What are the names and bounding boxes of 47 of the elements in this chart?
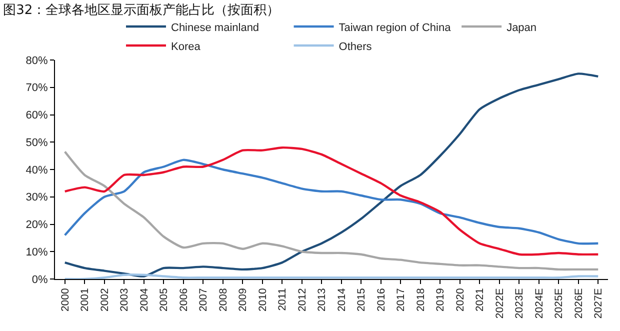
x-tick-label: 2013 (316, 288, 328, 312)
x-tick-label: 2008 (217, 288, 230, 312)
y-tick-label: 70% (26, 82, 48, 94)
y-tick-label: 0% (32, 274, 48, 286)
legend-label: Chinese mainland (171, 22, 260, 34)
x-tick-label: 2015 (356, 288, 368, 312)
x-tick-label: 2020 (454, 288, 466, 312)
x-tick-label: 2000 (59, 288, 72, 312)
x-tick-label: 2001 (79, 288, 92, 312)
line-series (64, 158, 600, 245)
y-tick-label: 10% (26, 246, 48, 258)
y-tick-label: 50% (26, 136, 48, 149)
line-series (64, 146, 600, 256)
x-tick-label: 2009 (237, 288, 250, 312)
x-tick-label: 2011 (276, 288, 289, 311)
x-tick-label: 2012 (296, 288, 308, 312)
x-tick-label: 2002 (98, 288, 111, 312)
chart-title: 图32：全球各地区显示面板产能占比（按面积） (3, 3, 280, 18)
line-series (64, 72, 600, 278)
x-tick-label: 2027E (592, 288, 605, 319)
y-tick-label: 30% (26, 192, 48, 204)
legend-label: Korea (171, 40, 202, 53)
x-tick-label: 2003 (118, 288, 131, 312)
x-tick-label: 2019 (434, 288, 447, 312)
y-tick-label: 20% (26, 219, 48, 232)
legend-label: Japan (506, 22, 537, 34)
legend-label: Others (338, 40, 372, 53)
x-tick-label: 2010 (256, 288, 269, 312)
x-tick-label: 2025E (553, 288, 566, 319)
x-tick-label: 2021 (474, 288, 486, 312)
x-tick-label: 2026E (572, 288, 585, 319)
x-tick-label: 2023E (514, 288, 526, 319)
x-tick-label: 2024E (533, 288, 546, 319)
x-tick-label: 2017 (395, 288, 408, 312)
x-tick-label: 2016 (375, 288, 388, 312)
line-series (64, 150, 600, 271)
y-tick-label: 40% (26, 164, 48, 176)
x-tick-label: 2014 (336, 288, 348, 312)
y-tick-label: 80% (26, 54, 48, 67)
x-tick-label: 2006 (178, 288, 190, 312)
x-tick-label: 2005 (158, 288, 170, 312)
x-tick-label: 2022E (494, 288, 506, 319)
x-tick-label: 2004 (138, 288, 150, 312)
x-tick-label: 2007 (198, 288, 210, 312)
y-tick-label: 60% (26, 110, 48, 122)
legend-label: Taiwan region of China (338, 22, 452, 34)
x-tick-label: 2018 (414, 288, 427, 312)
